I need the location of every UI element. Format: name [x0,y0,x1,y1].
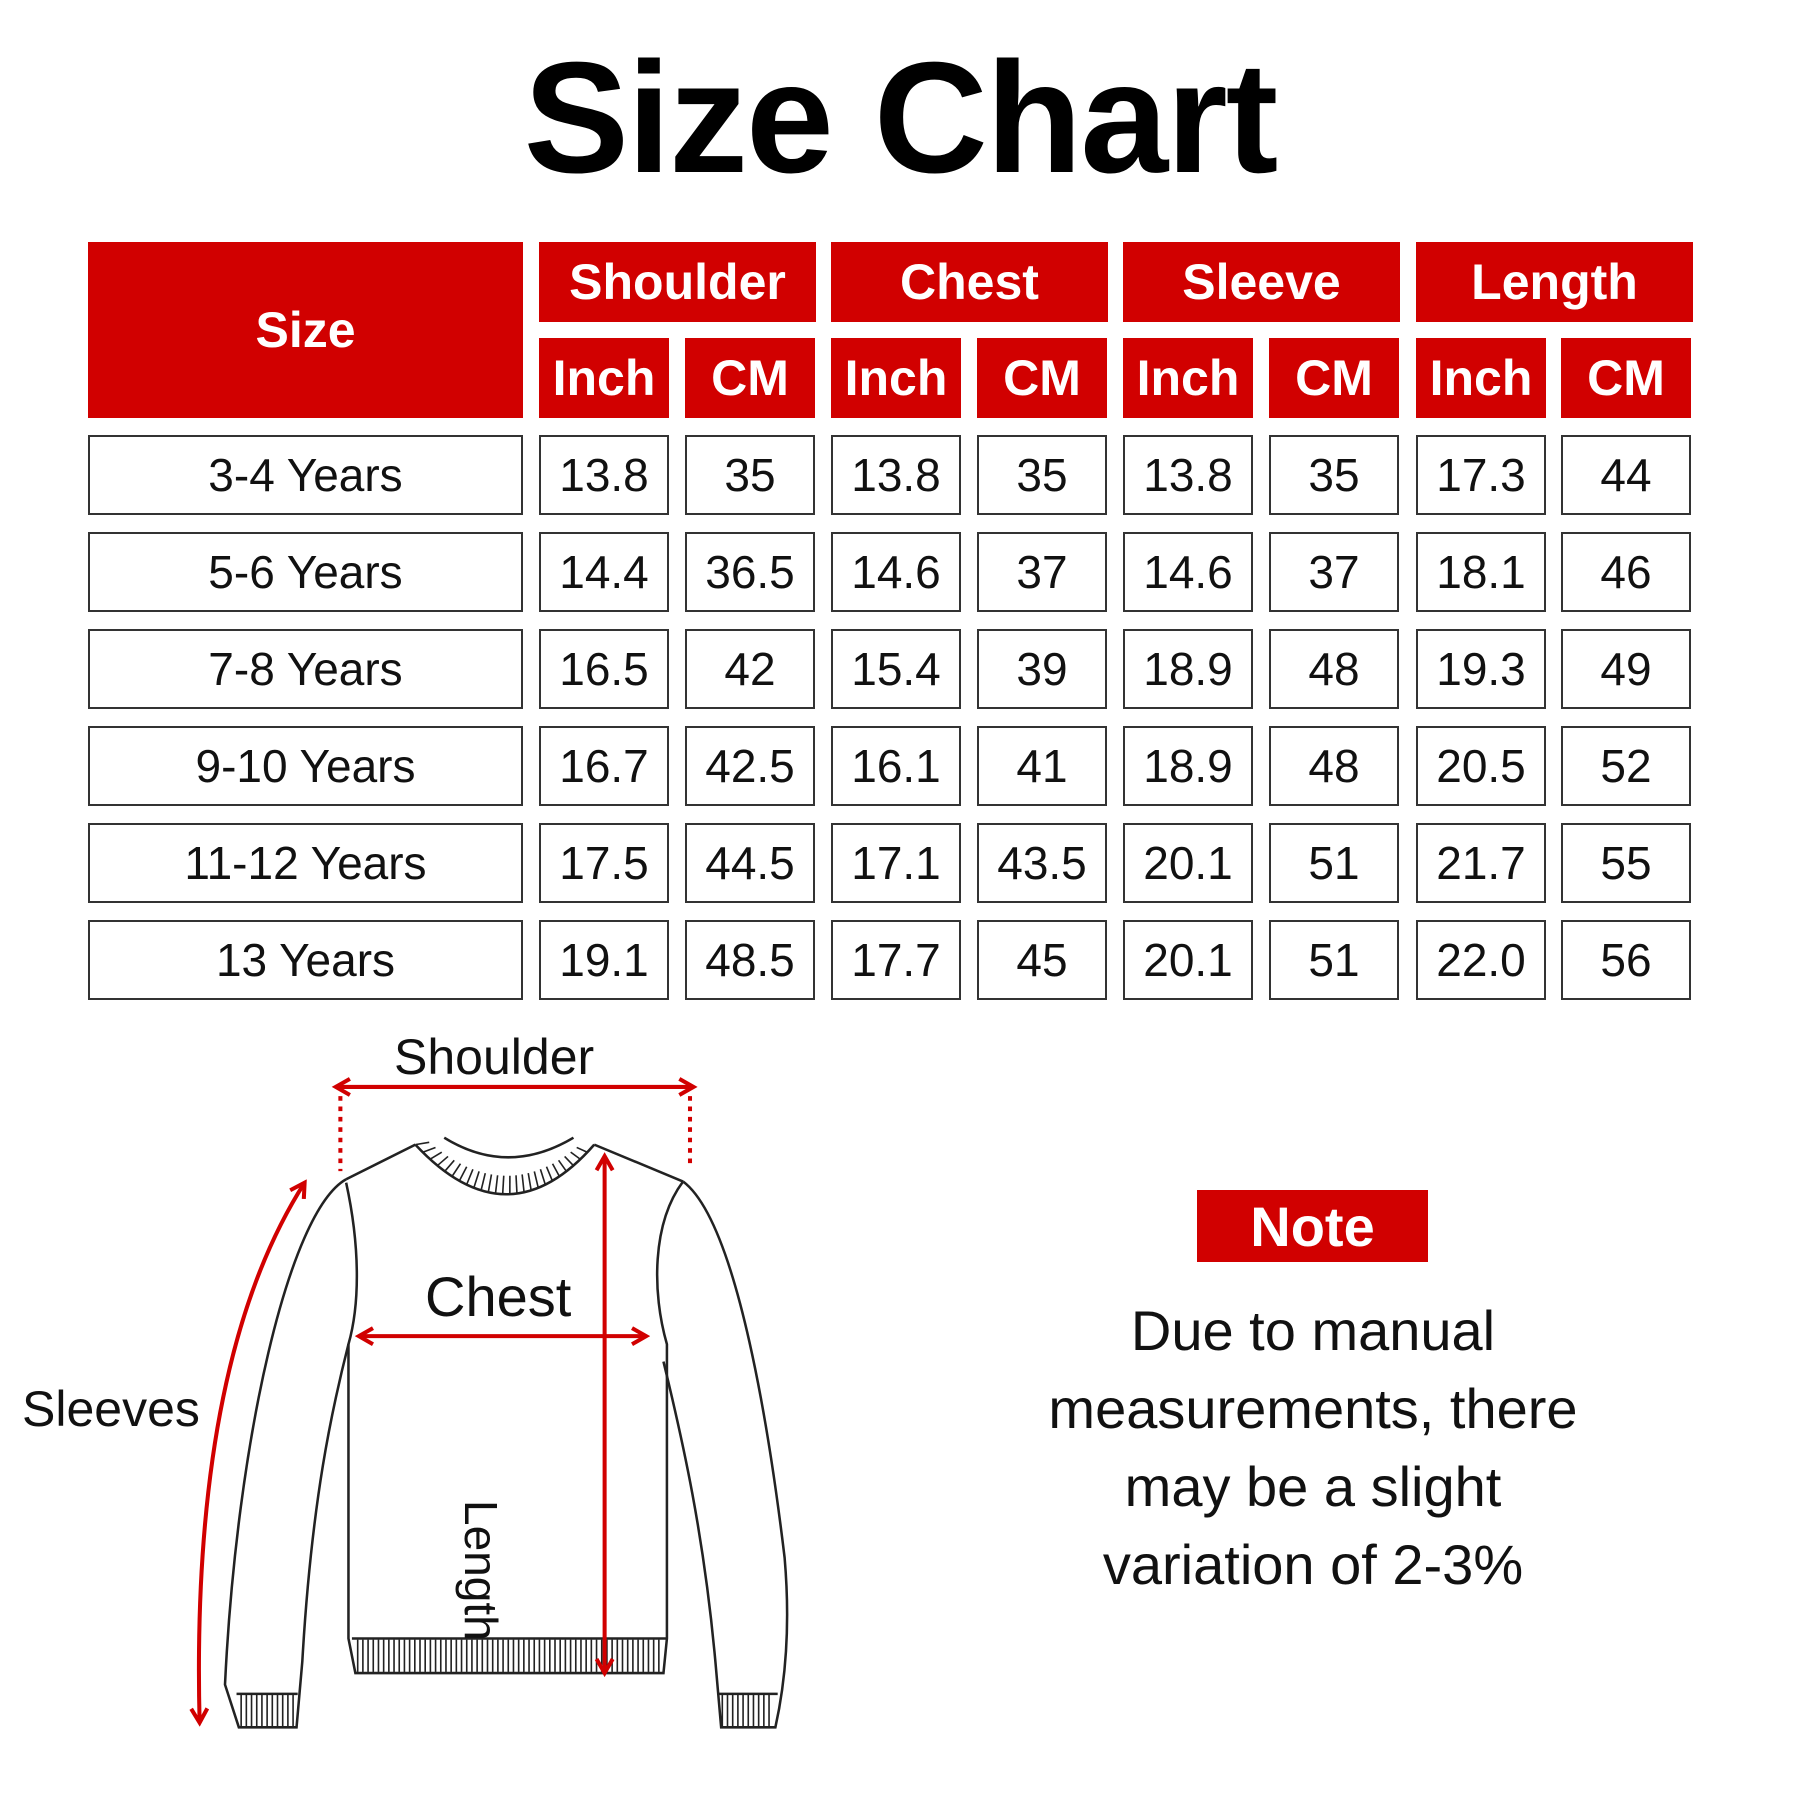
value-cell: 14.6 [1123,532,1253,612]
value-cell: 35 [977,435,1107,515]
size-cell: 9-10 Years [88,726,523,806]
unit-header: CM [1269,338,1399,418]
value-cell: 48 [1269,726,1399,806]
page-title: Size Chart [523,30,1279,206]
group-header-shoulder: Shoulder [539,242,816,322]
note-line: may be a slight [1124,1455,1502,1518]
value-cell: 39 [977,629,1107,709]
note-line: Due to manual [1130,1299,1496,1362]
value-cell: 17.5 [539,823,669,903]
value-cell: 19.1 [539,920,669,1000]
unit-header: Inch [831,338,961,418]
value-cell: 17.3 [1416,435,1546,515]
chest-label: Chest [425,1265,572,1328]
value-cell: 13.8 [1123,435,1253,515]
unit-header: Inch [539,338,669,418]
value-cell: 13.8 [831,435,961,515]
value-cell: 45 [977,920,1107,1000]
sleeves-label: Sleeves [22,1381,200,1437]
value-cell: 21.7 [1416,823,1546,903]
unit-header: CM [1561,338,1691,418]
value-cell: 16.1 [831,726,961,806]
value-cell: 56 [1561,920,1691,1000]
note-line: variation of 2-3% [1102,1533,1524,1596]
value-cell: 17.1 [831,823,961,903]
unit-header: Inch [1416,338,1546,418]
value-cell: 14.6 [831,532,961,612]
value-cell: 18.9 [1123,629,1253,709]
value-cell: 55 [1561,823,1691,903]
measure-arrows [189,1077,698,1727]
value-cell: 20.1 [1123,823,1253,903]
group-header-chest: Chest [831,242,1108,322]
value-cell: 46 [1561,532,1691,612]
size-cell: 13 Years [88,920,523,1000]
note-line: measurements, there [1048,1377,1578,1440]
value-cell: 18.9 [1123,726,1253,806]
value-cell: 22.0 [1416,920,1546,1000]
value-cell: 15.4 [831,629,961,709]
value-cell: 42.5 [685,726,815,806]
value-cell: 51 [1269,823,1399,903]
note-badge: Note [1197,1190,1428,1262]
value-cell: 41 [977,726,1107,806]
unit-header: CM [977,338,1107,418]
value-cell: 43.5 [977,823,1107,903]
value-cell: 16.5 [539,629,669,709]
unit-header: CM [685,338,815,418]
value-cell: 37 [1269,532,1399,612]
value-cell: 14.4 [539,532,669,612]
value-cell: 18.1 [1416,532,1546,612]
value-cell: 37 [977,532,1107,612]
value-cell: 20.5 [1416,726,1546,806]
group-header-length: Length [1416,242,1693,322]
value-cell: 52 [1561,726,1691,806]
value-cell: 44 [1561,435,1691,515]
length-label: Length [455,1500,507,1641]
value-cell: 35 [1269,435,1399,515]
value-cell: 17.7 [831,920,961,1000]
value-cell: 49 [1561,629,1691,709]
size-cell: 11-12 Years [88,823,523,903]
value-cell: 42 [685,629,815,709]
value-cell: 48.5 [685,920,815,1000]
size-cell: 7-8 Years [88,629,523,709]
value-cell: 16.7 [539,726,669,806]
shoulder-label: Shoulder [394,1029,595,1085]
value-cell: 20.1 [1123,920,1253,1000]
size-cell: 3-4 Years [88,435,523,515]
unit-header: Inch [1123,338,1253,418]
note-text: Due to manual measurements, there may be… [960,1292,1666,1604]
value-cell: 35 [685,435,815,515]
value-cell: 19.3 [1416,629,1546,709]
sleeves-arrow [189,1179,307,1727]
value-cell: 13.8 [539,435,669,515]
size-header: Size [88,242,523,418]
size-cell: 5-6 Years [88,532,523,612]
value-cell: 36.5 [685,532,815,612]
value-cell: 51 [1269,920,1399,1000]
group-header-sleeve: Sleeve [1123,242,1400,322]
value-cell: 48 [1269,629,1399,709]
value-cell: 44.5 [685,823,815,903]
